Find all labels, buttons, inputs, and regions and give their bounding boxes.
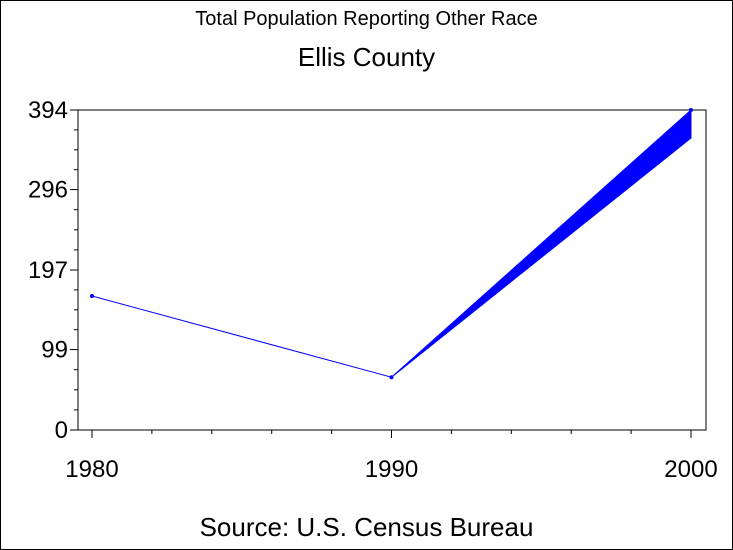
- axis-ticks: [70, 109, 692, 438]
- y-tick-label: 99: [41, 337, 68, 364]
- data-point: [689, 108, 693, 112]
- x-tick-label: 2000: [664, 456, 717, 483]
- y-tick-label: 197: [28, 257, 68, 284]
- data-point: [389, 375, 394, 380]
- chart-title: Ellis County: [297, 42, 436, 72]
- series-group: [90, 108, 693, 380]
- x-tick-label: 1990: [365, 456, 418, 483]
- data-point: [90, 293, 94, 298]
- y-tick-label: 296: [28, 177, 68, 204]
- series-segment: [391, 108, 692, 378]
- x-tick-label: 1980: [65, 456, 118, 483]
- chart-subtitle: Total Population Reporting Other Race: [195, 8, 538, 30]
- source-note: Source: U.S. Census Bureau: [199, 512, 534, 542]
- series-segment: [91, 295, 392, 378]
- tick-labels: 0 99 197 296 394 1980 1990 2000: [28, 97, 718, 483]
- plot-area: [77, 109, 707, 431]
- y-tick-label: 394: [28, 97, 68, 124]
- y-tick-label: 0: [55, 417, 68, 444]
